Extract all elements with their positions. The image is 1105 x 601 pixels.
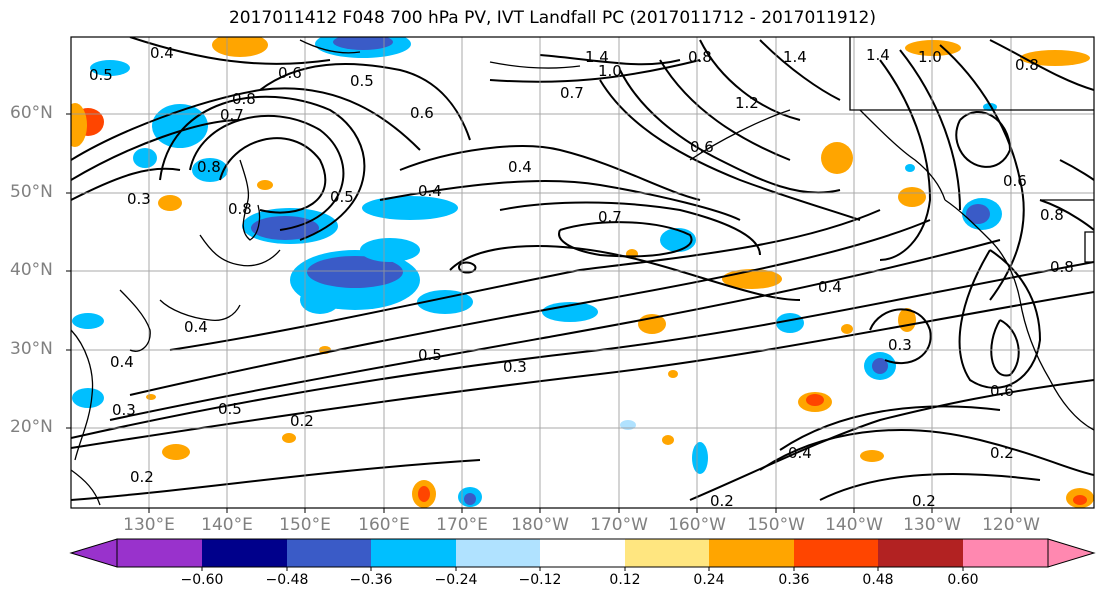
colorbar-tick-label: 0.48 [862,572,894,588]
contour-label: 0.7 [560,84,584,102]
colorbar-segment [709,539,794,567]
colorbar-segment [456,539,540,567]
contour-label: 1.4 [585,48,609,66]
contour-label: 0.3 [888,336,912,354]
lon-label: 170°W [590,515,648,535]
contour-label: 0.5 [330,188,354,206]
graticule [71,37,1094,508]
contour-label: 0.2 [130,468,154,486]
lat-label: 30°N [10,339,53,359]
lat-label: 60°N [10,103,53,123]
contour-label: 0.3 [112,401,136,419]
contour-label: 0.4 [788,444,812,462]
contour-label: 0.4 [150,44,174,62]
contour-label: 0.4 [110,353,134,371]
contour-label: 0.5 [218,400,242,418]
lon-label: 140°E [201,515,253,535]
shaded-anomalies [71,37,1094,508]
contour-label: 0.8 [197,158,221,176]
colorbar-tick-label: −0.60 [180,572,224,588]
contour-label: 0.3 [503,358,527,376]
colorbar-tick-label: −0.12 [518,572,562,588]
lon-label: 140°W [825,515,883,535]
contour-label: 0.7 [220,106,244,124]
coastlines [71,37,1094,506]
contour-label: 0.8 [1050,258,1074,276]
contour-label: 0.5 [89,66,113,84]
contour-label: 0.4 [508,158,532,176]
contour-label: 0.6 [278,64,302,82]
contour-label: 0.2 [290,412,314,430]
contour-label: 0.4 [184,318,208,336]
colorbar-segment [878,539,963,567]
contour-label: 0.2 [710,492,734,510]
colorbar-tick-label: −0.36 [349,572,393,588]
colorbar-tick-label: 0.36 [778,572,810,588]
colorbar-extend-high [1047,538,1096,568]
colorbar-tick-label: −0.48 [265,572,309,588]
lon-label: 170°E [436,515,488,535]
contour-label: 0.4 [418,182,442,200]
contour-label: 1.4 [866,46,890,64]
colorbar-segment [540,539,625,567]
colorbar-segment [287,539,371,567]
contour-label: 1.0 [598,62,622,80]
contour-label: 1.4 [783,48,807,66]
colorbar-segment [371,539,456,567]
contour-label: 1.2 [735,94,759,112]
colorbar-segment [117,539,202,567]
contour-label: 0.5 [350,72,374,90]
contour-label: 0.6 [990,382,1014,400]
lat-label: 40°N [10,260,53,280]
contour-label: 0.7 [598,208,622,226]
colorbar [69,538,1096,571]
contour-label: 0.8 [1040,206,1064,224]
lon-label: 160°W [668,515,726,535]
colorbar-extend-low [69,538,118,568]
contour-label: 0.3 [127,190,151,208]
lon-label: 160°E [358,515,410,535]
contour-label: 0.2 [912,492,936,510]
contour-label: 0.6 [1003,172,1027,190]
lon-label: 130°W [903,515,961,535]
map-frame [70,36,1095,509]
lon-label: 180°W [511,515,569,535]
contour-label: 0.5 [418,346,442,364]
contour-label: 0.6 [690,138,714,156]
contour-labels: 0.4 0.6 0.5 1.4 1.0 0.7 0.8 1.4 1.2 0.8 … [89,44,1074,510]
contour-label: 0.8 [688,48,712,66]
colorbar-frame [116,538,1049,568]
colorbar-tick-label: 0.60 [947,572,979,588]
colorbar-tick-label: 0.12 [609,572,641,588]
colorbar-segment [963,539,1048,567]
lon-label: 120°W [982,515,1040,535]
contour-label: 0.2 [990,444,1014,462]
lat-label: 50°N [10,182,53,202]
colorbar-segment [202,539,287,567]
lon-label: 130°E [123,515,175,535]
colorbar-segment [625,539,709,567]
contour-label: 0.8 [1015,56,1039,74]
lon-label: 150°E [279,515,331,535]
figure-title: 2017011412 F048 700 hPa PV, IVT Landfall… [228,8,876,28]
lat-label: 20°N [10,417,53,437]
colorbar-tick-label: −0.24 [434,572,478,588]
contour-label: 0.6 [410,104,434,122]
contour-label: 1.0 [918,48,942,66]
axis-ticks [66,113,1012,513]
contour-label: 0.8 [228,200,252,218]
contour-label: 0.8 [232,90,256,108]
contour-label: 0.4 [818,278,842,296]
colorbar-segment [794,539,878,567]
map-background [71,37,1094,508]
colorbar-tick-label: 0.24 [693,572,725,588]
lon-label: 150°W [747,515,805,535]
